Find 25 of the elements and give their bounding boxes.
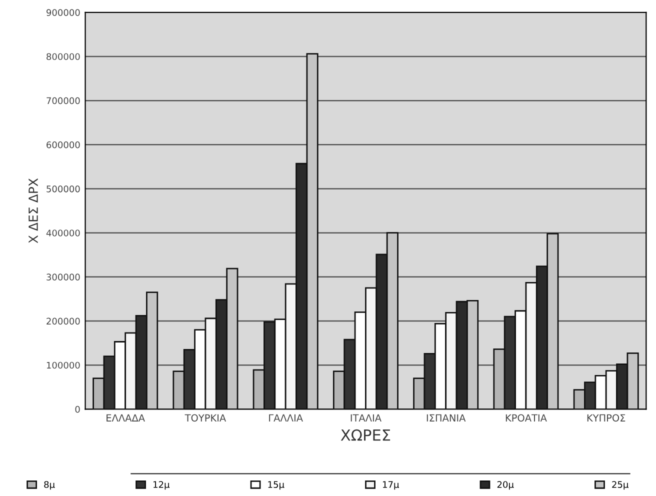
x-axis-title: ΧΩΡΕΣ xyxy=(340,429,390,441)
y-tick-label: 500000 xyxy=(46,185,80,192)
x-tick-label: ΙΣΠΑΝΙΑ xyxy=(426,414,466,422)
y-tick-label: 600000 xyxy=(46,141,80,148)
x-tick-label: ΚΡΟΑΤΙΑ xyxy=(506,414,547,422)
y-tick-label: 800000 xyxy=(46,53,80,60)
x-tick-label: ΚΥΠΡΟΣ xyxy=(587,414,626,422)
y-tick-label: 200000 xyxy=(46,318,80,325)
y-tick-label: 700000 xyxy=(46,97,80,104)
legend-label: 20μ xyxy=(497,481,514,490)
y-tick-label: 300000 xyxy=(46,274,80,280)
y-tick-label: 100000 xyxy=(46,362,80,369)
legend-label: 15μ xyxy=(268,481,284,490)
x-tick-label: ΕΛΛΑΔΑ xyxy=(106,414,145,422)
y-tick-label: 400000 xyxy=(46,230,80,236)
legend-label: 17μ xyxy=(382,481,400,490)
legend-label: 25μ xyxy=(612,481,628,490)
y-tick-label: 0 xyxy=(75,406,80,413)
y-tick-label: 900000 xyxy=(46,9,80,16)
legend-label: 8μ xyxy=(44,481,55,490)
x-tick-label: ΙΤΑΛΙΑ xyxy=(350,414,382,422)
x-tick-label: ΤΟΥΡΚΙΑ xyxy=(184,414,226,422)
y-axis-title: Χ ΔΕΣ ΔΡΧ xyxy=(28,178,38,244)
x-tick-label: ΓΑΛΛΙΑ xyxy=(269,414,303,422)
legend-label: 12μ xyxy=(154,481,170,490)
